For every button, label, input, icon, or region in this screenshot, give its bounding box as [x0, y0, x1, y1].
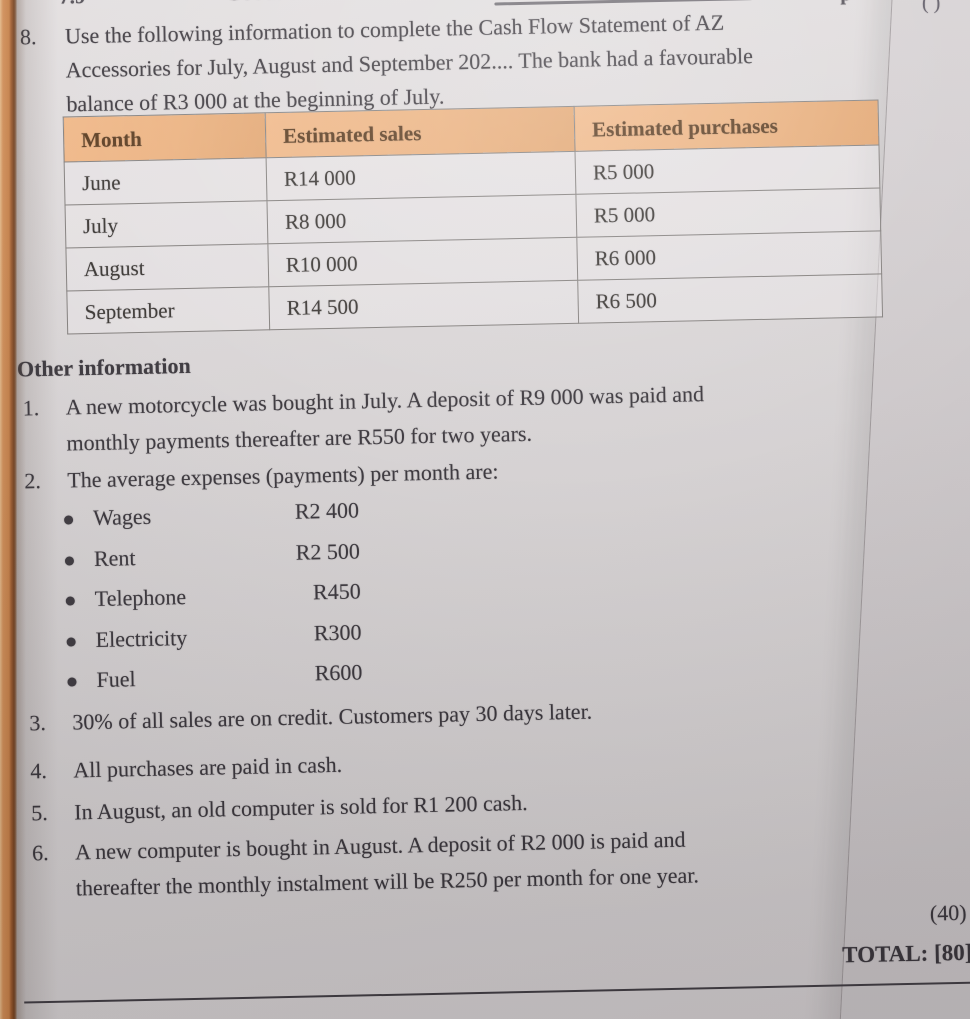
question-marks: (40)	[929, 899, 967, 926]
cell-month: June	[64, 157, 267, 206]
cell-purchases: R5 000	[575, 187, 881, 238]
bottom-rule	[24, 981, 970, 1004]
cell-sales: R14 500	[268, 280, 579, 330]
bullet-icon	[65, 596, 75, 606]
book-spine-edge	[0, 0, 26, 1019]
cell-purchases: R5 000	[575, 144, 880, 195]
expense-amount: R300	[313, 618, 362, 645]
cell-purchases: R6 000	[576, 230, 882, 281]
expense-label: Electricity	[95, 624, 188, 652]
other-info-item-4: 4. All purchases are paid in cash.	[30, 747, 342, 790]
item-text: In August, an old computer is sold for R…	[73, 789, 528, 825]
item-text: All purchases are paid in cash.	[73, 751, 343, 783]
expense-amount: R2 500	[295, 537, 361, 565]
item-text: A new motorcycle was bought in July. A d…	[65, 376, 705, 461]
cell-sales: R8 000	[266, 194, 577, 244]
item-number: 6.	[31, 840, 49, 866]
other-info-item-6: 6. A new computer is bought in August. A…	[32, 821, 700, 907]
cell-month: August	[65, 243, 269, 292]
expense-amount: R450	[312, 578, 361, 605]
expense-amount: R600	[314, 659, 363, 686]
item-number: 2.	[24, 468, 42, 494]
item-number: 5.	[30, 800, 49, 826]
estimates-table: Month Estimated sales Estimated purchase…	[63, 99, 883, 334]
item-number: 4.	[30, 758, 48, 784]
other-info-item-1: 1. A new motorcycle was bought in July. …	[22, 376, 705, 462]
expense-label: Rent	[93, 544, 136, 571]
item-text: A new computer is bought in August. A de…	[75, 821, 700, 906]
top-edge-text-fragment: Goods not sold	[225, 0, 366, 6]
bullet-icon	[64, 555, 75, 566]
item-text: The average expenses (payments) per mont…	[67, 458, 499, 493]
total-marks: TOTAL: [80]	[841, 939, 970, 968]
expense-amount: R2 400	[294, 497, 360, 524]
table-header-estimated-sales: Estimated sales	[265, 106, 576, 158]
next-page-text-fragment: ( )	[922, 0, 941, 14]
expense-label: Wages	[92, 503, 152, 530]
other-information-heading: Other information	[16, 352, 191, 382]
item-number: 1.	[22, 395, 40, 421]
cell-sales: R10 000	[267, 237, 578, 287]
other-info-item-5: 5. In August, an old computer is sold fo…	[31, 785, 528, 831]
cell-month: July	[65, 200, 268, 249]
expense-label: Fuel	[96, 666, 136, 692]
expense-label: Telephone	[94, 584, 187, 611]
cell-purchases: R6 500	[577, 273, 883, 324]
table-header-estimated-purchases: Estimated purchases	[574, 99, 879, 152]
item-number: 3.	[29, 710, 47, 736]
question-number: 8.	[19, 24, 37, 50]
top-edge-section-number: 7.9	[59, 0, 86, 10]
bullet-icon	[64, 515, 74, 525]
bullet-icon	[66, 636, 76, 647]
cell-sales: R14 000	[266, 151, 576, 201]
table-header-month: Month	[63, 112, 267, 163]
top-edge-clipped-text-line	[494, 0, 753, 6]
top-edge-letter-fragment: p	[840, 0, 852, 6]
cell-month: September	[66, 286, 270, 334]
bullet-icon	[67, 677, 77, 687]
expense-list: Wages R2 400 Rent R2 500 Telephone R450 …	[64, 497, 448, 708]
